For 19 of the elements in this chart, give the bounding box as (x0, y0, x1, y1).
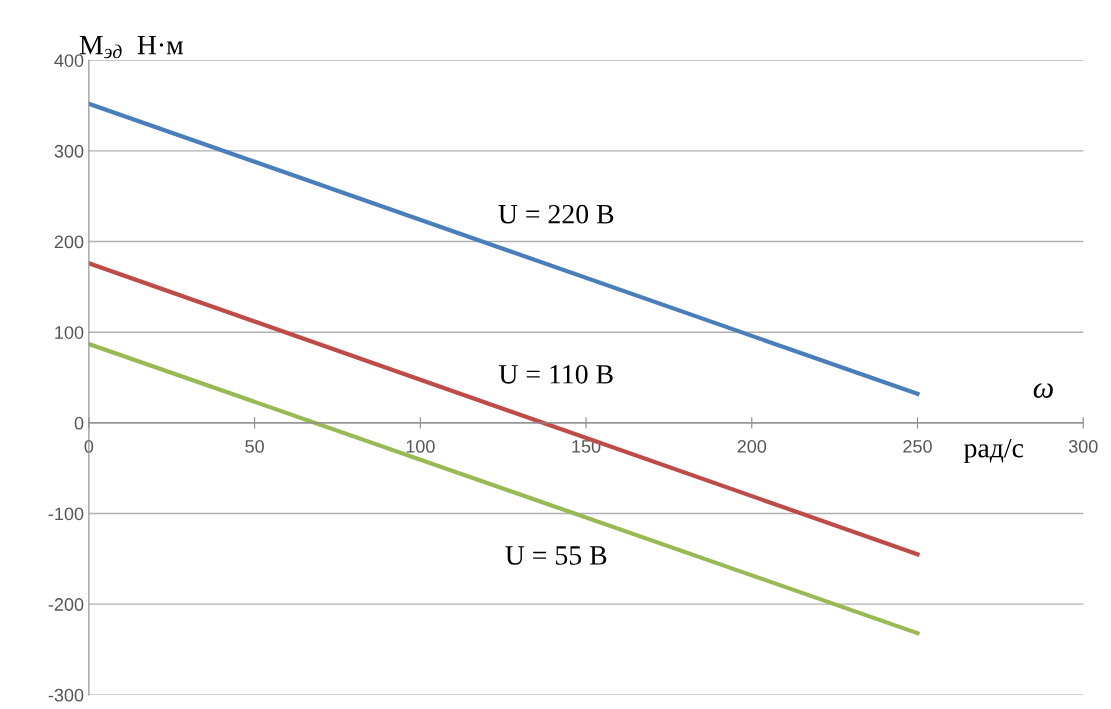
x-tick-label: 100 (406, 440, 435, 453)
y-tick-label: 0 (74, 416, 84, 430)
series-label: U = 55 В (505, 546, 607, 565)
annotation: ω (1033, 383, 1053, 398)
y-tick-label: -200 (48, 598, 84, 611)
x-tick-label: 250 (903, 440, 932, 453)
x-tick-label: 0 (84, 440, 94, 453)
y-tick-label: 300 (54, 144, 84, 158)
x-axis-title: рад/с (963, 438, 1024, 464)
y-tick-label: 200 (54, 235, 84, 249)
x-tick-label: 200 (737, 440, 767, 453)
series-label: U = 220 В (498, 204, 614, 224)
series-label: U = 110 В (498, 364, 613, 384)
x-tick-label: 300 (1068, 440, 1098, 453)
y-tick-label: -100 (48, 507, 84, 521)
y-tick-label: -300 (48, 688, 84, 702)
x-tick-label: 50 (245, 440, 264, 453)
y-tick-label: 400 (54, 54, 84, 67)
y-tick-label: 100 (55, 326, 84, 339)
